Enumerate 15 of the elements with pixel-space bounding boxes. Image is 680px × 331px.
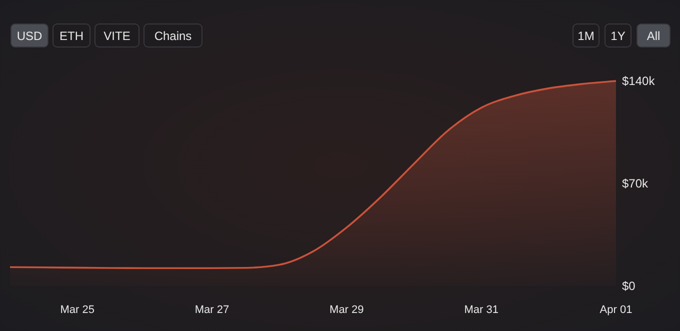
x-tick-label: Mar 25 (60, 304, 94, 316)
button: 1Y (604, 24, 632, 48)
y-tick-label: $70k (622, 176, 650, 191)
x-tick-label: Mar 29 (330, 304, 364, 316)
button: All (636, 24, 670, 48)
button: ETH (52, 24, 90, 48)
x-tick-label: Mar 27 (194, 304, 230, 316)
x-tick-label: Apr 01 (600, 304, 632, 316)
button: Chains (144, 24, 202, 48)
x-tick-label: Mar 31 (464, 304, 498, 316)
button: VITE (94, 24, 140, 48)
button: 1M (572, 24, 600, 48)
y-tick-label: $0 (622, 279, 636, 294)
button: USD (10, 24, 48, 48)
y-tick-label: $140k (622, 74, 656, 88)
